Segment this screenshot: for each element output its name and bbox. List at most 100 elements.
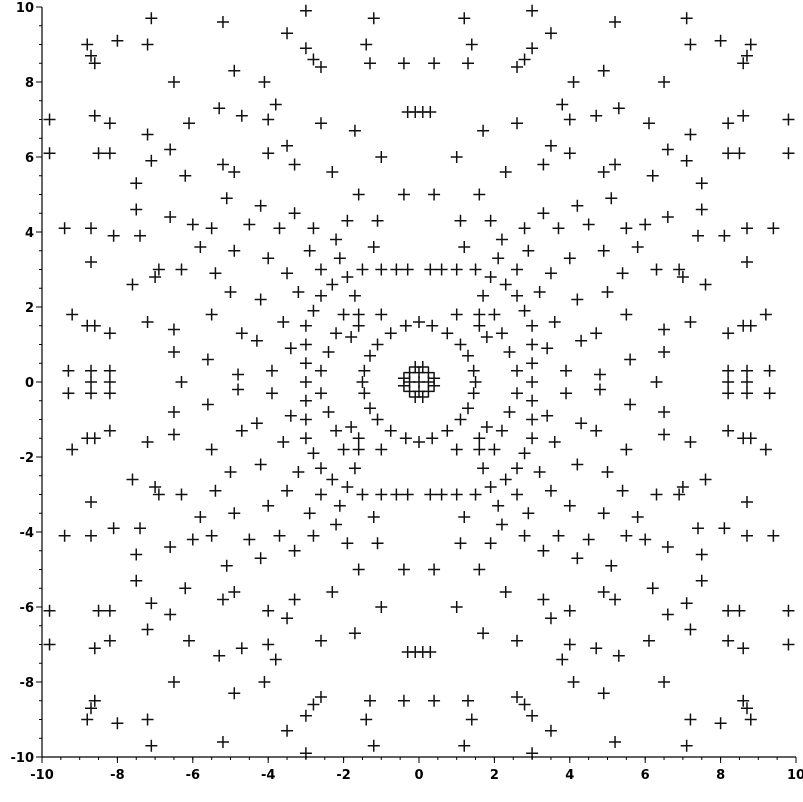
data-point: [258, 676, 271, 688]
data-point: [134, 522, 147, 535]
data-point: [220, 192, 233, 205]
data-point: [164, 608, 177, 621]
data-point: [103, 364, 116, 377]
data-point: [597, 507, 610, 520]
data-point: [201, 353, 214, 366]
data-point: [130, 203, 143, 216]
data-point: [314, 488, 327, 501]
data-point: [254, 458, 267, 471]
data-point: [616, 484, 629, 497]
data-point: [450, 443, 463, 456]
data-point: [631, 511, 644, 523]
data-point: [567, 676, 580, 688]
data-point: [488, 443, 501, 456]
data-point: [722, 424, 735, 437]
data-point: [314, 364, 327, 377]
data-point: [164, 143, 177, 156]
data-point: [111, 717, 124, 730]
data-point: [213, 102, 226, 115]
data-point: [467, 387, 480, 400]
data-point: [465, 713, 478, 726]
data-point: [462, 402, 475, 415]
data-point: [722, 376, 735, 388]
data-point: [322, 346, 335, 358]
data-point: [209, 484, 222, 497]
data-point: [62, 364, 75, 377]
data-point: [612, 102, 625, 115]
data-point: [85, 496, 98, 508]
data-point: [673, 263, 686, 276]
data-point: [130, 548, 143, 561]
data-point: [149, 271, 162, 283]
data-point: [201, 398, 214, 411]
y-tick-label: 2: [25, 301, 34, 316]
data-point: [658, 676, 671, 688]
data-point: [205, 529, 218, 542]
data-point: [469, 263, 482, 276]
data-point: [265, 364, 278, 377]
data-point: [467, 364, 480, 377]
x-tick-label: -2: [336, 768, 350, 783]
data-point: [511, 117, 524, 130]
data-point: [205, 443, 218, 456]
data-point: [450, 151, 463, 163]
data-point: [642, 117, 655, 130]
data-point: [658, 323, 671, 336]
data-point: [582, 218, 595, 231]
data-point: [435, 488, 448, 501]
data-point: [58, 222, 71, 235]
data-point: [563, 147, 576, 160]
data-point: [454, 413, 467, 426]
data-point: [307, 698, 320, 711]
data-point: [680, 154, 693, 167]
data-point: [609, 736, 622, 748]
data-point: [228, 244, 241, 257]
data-point: [484, 537, 497, 550]
data-point: [473, 319, 486, 332]
data-point: [292, 466, 305, 478]
data-point: [299, 357, 312, 370]
data-point: [314, 117, 327, 130]
data-point: [399, 319, 412, 332]
data-point: [533, 466, 546, 478]
data-point: [58, 529, 71, 542]
data-point: [575, 417, 588, 430]
data-point: [164, 211, 177, 223]
data-point: [590, 642, 603, 655]
data-point: [782, 147, 795, 160]
data-point: [650, 376, 663, 388]
data-point: [281, 27, 294, 40]
data-point: [477, 124, 490, 137]
data-point: [299, 319, 312, 332]
data-point: [499, 473, 512, 486]
data-point: [409, 361, 422, 373]
data-point: [273, 222, 286, 235]
x-tick-label: 10: [787, 768, 803, 783]
data-point: [477, 289, 490, 302]
data-point: [571, 458, 584, 471]
data-point: [646, 582, 659, 595]
data-point: [81, 38, 94, 51]
data-point: [733, 147, 746, 160]
data-point: [684, 128, 697, 141]
data-point: [43, 113, 56, 126]
data-point: [352, 563, 365, 576]
data-point: [167, 676, 180, 688]
data-point: [269, 98, 282, 111]
data-point: [582, 533, 595, 546]
x-tick-label: 4: [565, 768, 574, 783]
data-point: [220, 559, 233, 572]
data-point: [358, 364, 371, 377]
data-point: [363, 57, 376, 70]
data-point: [428, 563, 441, 576]
data-point: [299, 413, 312, 426]
data-point: [722, 387, 735, 400]
data-point: [288, 207, 301, 220]
data-point: [537, 207, 550, 220]
data-point: [518, 529, 531, 542]
data-point: [639, 218, 652, 231]
data-point: [492, 499, 505, 512]
data-point: [563, 113, 576, 126]
data-point: [322, 406, 335, 418]
